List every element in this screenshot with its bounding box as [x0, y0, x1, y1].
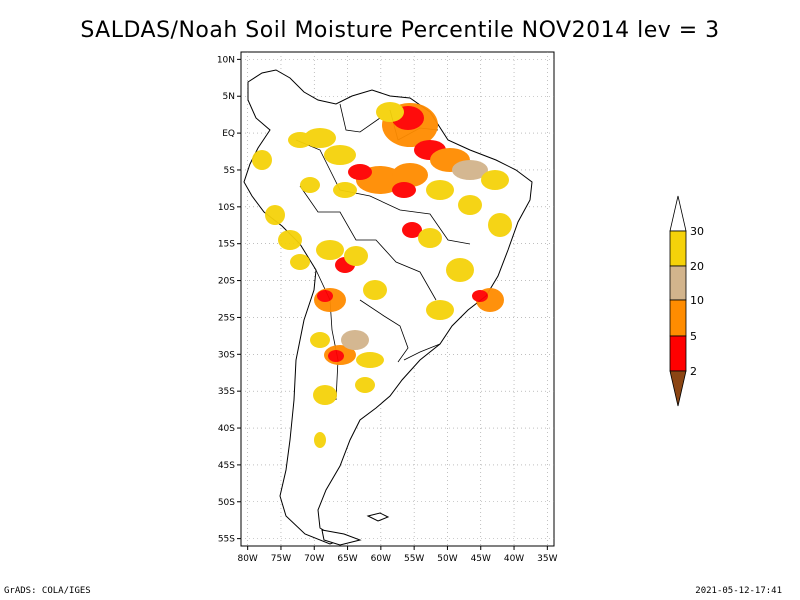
lon-label: 70W [304, 554, 324, 564]
percentile-blob [300, 177, 320, 193]
percentile-blob [426, 300, 454, 320]
soil-moisture-shading [252, 102, 512, 448]
lat-label: 35S [218, 387, 235, 397]
percentile-blob [392, 163, 428, 187]
percentile-blob [324, 145, 356, 165]
lat-label: 55S [218, 535, 235, 545]
percentile-blob [488, 213, 512, 237]
latitude-labels: 10N 5N EQ 5S 10S 15S 20S 25S 30S 35S 40S 45S 50S 55S [217, 55, 241, 545]
legend-label: 5 [690, 330, 697, 343]
lon-label: 45W [471, 554, 491, 564]
percentile-blob [310, 332, 330, 348]
percentile-blob [252, 150, 272, 170]
percentile-blob [355, 377, 375, 393]
percentile-blob [265, 205, 285, 225]
lon-label: 55W [404, 554, 424, 564]
percentile-blob [363, 280, 387, 300]
footer-timestamp: 2021-05-12-17:41 [695, 586, 782, 596]
percentile-blob [418, 228, 442, 248]
lat-label: 15S [218, 240, 235, 250]
legend-swatch [669, 370, 687, 407]
percentile-blob [290, 254, 310, 270]
legend-swatch [669, 335, 687, 372]
lat-label: 30S [218, 350, 235, 360]
lat-label: 10S [218, 203, 235, 213]
percentile-blob [458, 195, 482, 215]
percentile-blob [452, 160, 488, 180]
percentile-blob [317, 290, 333, 302]
legend-label: 2 [690, 365, 697, 378]
legend-swatch [669, 299, 687, 337]
percentile-blob [314, 432, 326, 448]
percentile-blob [344, 246, 368, 266]
lat-label: 25S [218, 313, 235, 323]
lat-label: 10N [217, 55, 235, 65]
percentile-blob [392, 182, 416, 198]
lon-label: 50W [437, 554, 457, 564]
lat-label: 20S [218, 277, 235, 287]
percentile-blob [376, 102, 404, 122]
tierra-del-fuego [321, 529, 362, 546]
longitude-labels: 80W 75W 70W 65W 60W 55W 50W 45W 40W 35W [237, 546, 558, 564]
percentile-blob [356, 352, 384, 368]
footer-credit: GrADS: COLA/IGES [4, 586, 91, 596]
percentile-blob [481, 170, 509, 190]
lat-label: EQ [222, 129, 235, 139]
percentile-blob [328, 350, 344, 362]
lat-label: 50S [218, 498, 235, 508]
lon-label: 80W [237, 554, 257, 564]
legend-label: 10 [690, 294, 704, 307]
lat-label: 5N [223, 92, 235, 102]
percentile-blob [313, 385, 337, 405]
percentile-blob [402, 222, 422, 238]
lon-label: 40W [504, 554, 524, 564]
lat-label: 5S [224, 166, 236, 176]
percentile-blob [446, 258, 474, 282]
color-legend: 30 20 10 5 2 [669, 195, 704, 407]
percentile-blob [341, 330, 369, 350]
legend-label: 20 [690, 260, 704, 273]
map-title: SALDAS/Noah Soil Moisture Percentile NOV… [80, 18, 720, 43]
legend-swatch [669, 230, 687, 267]
percentile-blob [278, 230, 302, 250]
percentile-blob [472, 290, 488, 302]
legend-swatch [669, 265, 687, 301]
lon-label: 35W [537, 554, 557, 564]
lon-label: 60W [371, 554, 391, 564]
falkland-islands [366, 512, 390, 522]
lon-label: 75W [271, 554, 291, 564]
percentile-blob [304, 128, 336, 148]
percentile-blob [333, 182, 357, 198]
lat-label: 45S [218, 461, 235, 471]
legend-label: 30 [690, 225, 704, 238]
percentile-blob [426, 180, 454, 200]
legend-swatch [669, 195, 687, 232]
percentile-blob [288, 132, 312, 148]
lat-label: 40S [218, 424, 235, 434]
lon-label: 65W [337, 554, 357, 564]
percentile-blob [348, 164, 372, 180]
percentile-blob [316, 240, 344, 260]
